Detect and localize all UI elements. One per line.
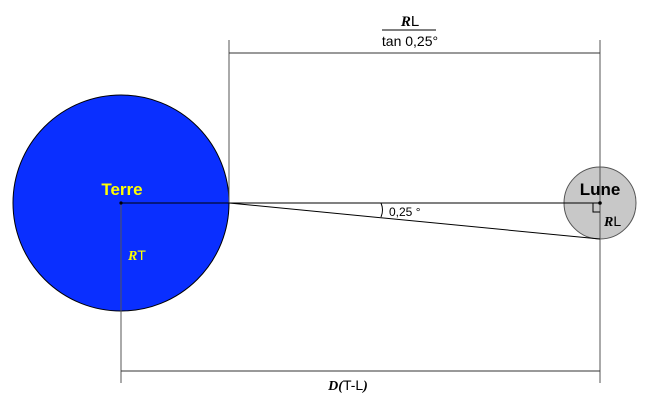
right-angle-marker [592,203,600,213]
earth-radius-symbol: R [127,249,137,264]
moon-radius-label: RL [603,213,621,230]
formula-numerator-symbol: R [400,14,411,30]
earth-label: Terre [101,180,142,199]
moon-radius-subscript: L [613,213,621,229]
earth-radius-subscript: T [137,247,146,263]
sight-line [228,202,601,240]
angle-label: 0,25 ° [389,205,421,219]
earth-center-dot [119,201,123,205]
moon-label: Lune [580,180,621,199]
formula-numerator-subscript: L [411,13,419,30]
angle-arc [380,202,383,218]
moon-radius-symbol: R [603,215,613,230]
distance-close-paren: ) [361,379,368,394]
earth-radius-label: RT [127,247,146,264]
distance-label: D(T-L) [327,377,368,394]
formula-numerator: RL [400,13,419,30]
formula-denominator: tan 0,25° [382,33,438,49]
moon-center-dot [598,201,602,205]
distance-symbol: D [327,379,338,394]
distance-subscript: T-L [343,377,363,393]
distance-open-paren: ( [338,379,344,394]
